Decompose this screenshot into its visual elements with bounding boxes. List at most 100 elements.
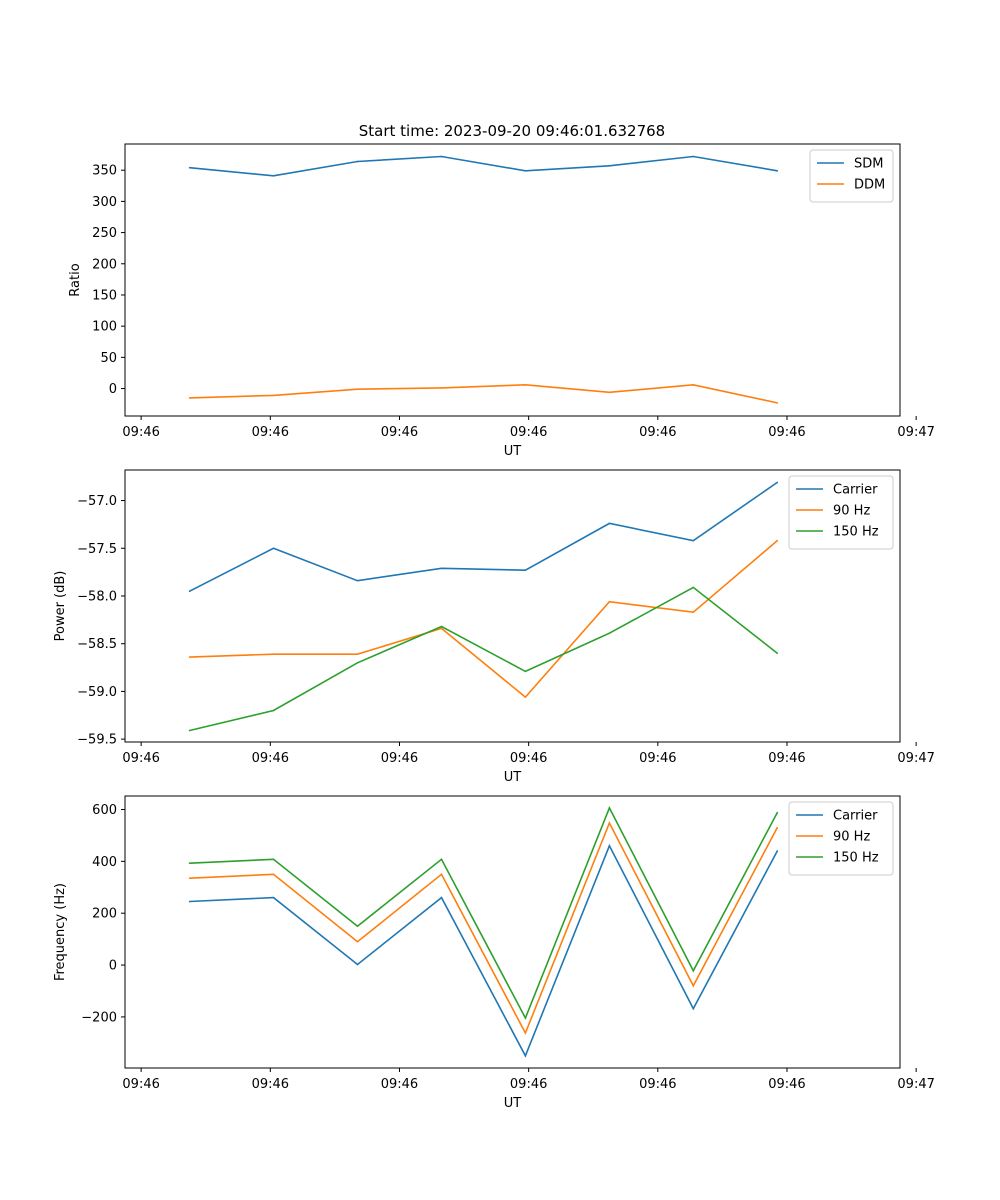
series-line-ddm [189, 383, 778, 404]
data-point-150-hz [776, 652, 779, 655]
y-tick-label: 300 [92, 195, 117, 210]
data-point-sdm [692, 155, 695, 158]
plot-frame [124, 143, 901, 417]
x-tick-label: 09:46 [122, 751, 159, 766]
legend: Carrier 90 Hz 150 Hz [788, 801, 894, 876]
y-tick-label: 50 [100, 351, 117, 366]
chart-panel-2: 09:46 09:46 09:46 09:46 09:46 09:46 09:47 −59.5… [53, 469, 935, 785]
legend-label: DDM [854, 178, 885, 193]
legend-label: 90 Hz [833, 504, 870, 519]
data-point-carrier [356, 579, 359, 582]
data-point-90-hz [356, 653, 359, 655]
series-line-150-hz [189, 805, 779, 1020]
chart-panel-3: 09:46 09:46 09:46 09:46 09:46 09:46 09:47 −200 0… [53, 795, 935, 1111]
data-point-carrier [524, 1055, 527, 1057]
data-point-90-hz [692, 611, 695, 614]
data-point-ddm [608, 391, 611, 394]
data-point-150-hz [776, 811, 779, 814]
data-point-ddm [692, 384, 695, 386]
series-line-carrier [189, 481, 778, 592]
data-point-carrier [188, 590, 191, 593]
x-tick-label: 09:46 [639, 425, 676, 440]
y-tick-label: −59.0 [77, 685, 117, 700]
data-point-carrier [692, 1007, 695, 1010]
y-tick-label: 0 [109, 959, 117, 974]
series-line-90-hz [189, 821, 779, 1035]
data-point-ddm [440, 387, 443, 389]
x-tick-label: 09:46 [122, 425, 159, 440]
x-tick-label: 09:47 [897, 751, 934, 766]
x-tick-label: 09:46 [510, 1077, 547, 1092]
data-point-150-hz [356, 661, 359, 664]
figure-title: Start time: 2023-09-20 09:46:01.632768 [359, 122, 665, 140]
data-point-150-hz [440, 625, 443, 628]
data-point-carrier [608, 844, 611, 847]
data-point-carrier [524, 569, 527, 572]
legend-label: 150 Hz [833, 851, 879, 866]
data-point-carrier [272, 547, 275, 550]
chart-panel-1: 09:46 09:46 09:46 09:46 09:46 09:46 09:47 0 50 10… [68, 143, 935, 459]
x-tick-label: 09:46 [510, 751, 547, 766]
data-point-90-hz [440, 873, 443, 876]
data-point-carrier [272, 896, 275, 899]
y-tick-label: −58.5 [77, 637, 117, 652]
data-point-ddm [356, 388, 359, 390]
x-axis-label: UT [504, 444, 522, 459]
x-tick-label: 09:46 [252, 1077, 289, 1092]
data-point-90-hz [272, 873, 275, 876]
x-tick-label: 09:46 [768, 751, 805, 766]
x-axis-label: UT [504, 770, 522, 785]
data-point-150-hz [524, 670, 527, 673]
data-point-150-hz [524, 1017, 527, 1019]
series-line-90-hz [189, 539, 778, 699]
legend-label: Carrier [833, 483, 878, 498]
y-tick-label: 400 [92, 855, 117, 870]
y-tick-label: 200 [92, 257, 117, 272]
x-tick-label: 09:46 [639, 751, 676, 766]
x-tick-label: 09:46 [252, 751, 289, 766]
data-point-90-hz [776, 539, 779, 542]
y-tick-label: 200 [92, 907, 117, 922]
data-point-carrier [776, 850, 779, 852]
x-tick-label: 09:46 [381, 751, 418, 766]
y-tick-label: 600 [92, 803, 117, 818]
data-point-150-hz [692, 586, 695, 589]
legend: SDM DDM [809, 149, 894, 203]
y-tick-label: 250 [92, 226, 117, 241]
x-tick-label: 09:46 [768, 1077, 805, 1092]
data-point-90-hz [188, 656, 191, 658]
data-point-90-hz [440, 627, 443, 630]
data-point-sdm [272, 175, 275, 177]
data-point-90-hz [608, 822, 611, 824]
data-point-carrier [692, 539, 695, 542]
data-point-90-hz [692, 985, 695, 987]
y-tick-label: −58.0 [77, 589, 117, 604]
data-point-ddm [524, 384, 527, 386]
y-tick-label: −59.5 [77, 733, 117, 748]
x-tick-label: 09:46 [381, 1077, 418, 1092]
y-tick-label: 350 [92, 164, 117, 179]
series-line-150-hz [189, 586, 778, 732]
data-point-150-hz [692, 969, 695, 972]
data-point-150-hz [608, 632, 611, 634]
legend-label: Carrier [833, 809, 878, 824]
data-point-150-hz [188, 729, 191, 732]
data-point-ddm [776, 402, 779, 404]
y-tick-label: 150 [92, 288, 117, 303]
data-point-carrier [776, 481, 779, 484]
data-point-90-hz [356, 940, 359, 943]
data-point-sdm [776, 170, 779, 172]
x-tick-label: 09:47 [897, 425, 934, 440]
data-point-sdm [524, 170, 527, 172]
x-tick-label: 09:46 [510, 425, 547, 440]
x-tick-label: 09:46 [122, 1077, 159, 1092]
x-tick-label: 09:46 [252, 425, 289, 440]
data-point-90-hz [524, 696, 527, 698]
series-line-sdm [189, 155, 778, 177]
legend: Carrier 90 Hz 150 Hz [788, 475, 894, 550]
data-point-sdm [188, 166, 191, 169]
data-point-carrier [440, 567, 443, 570]
data-point-150-hz [272, 709, 275, 712]
y-tick-label: −57.0 [77, 494, 117, 509]
